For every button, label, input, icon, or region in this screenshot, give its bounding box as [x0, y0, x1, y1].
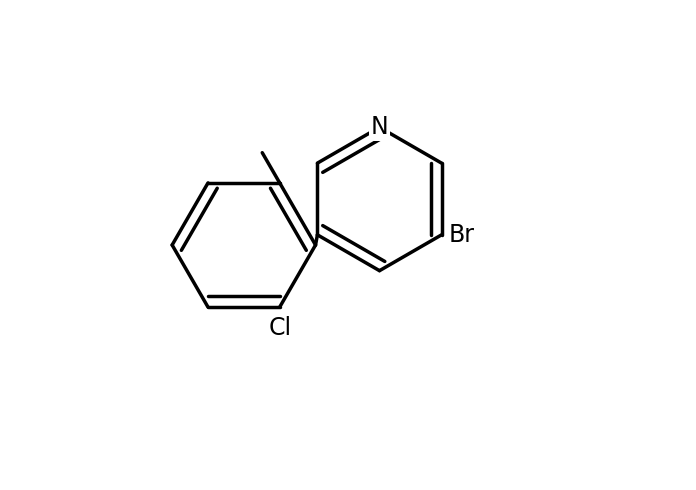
Text: N: N: [370, 115, 388, 139]
Text: Cl: Cl: [268, 316, 291, 340]
Text: Br: Br: [449, 223, 475, 247]
